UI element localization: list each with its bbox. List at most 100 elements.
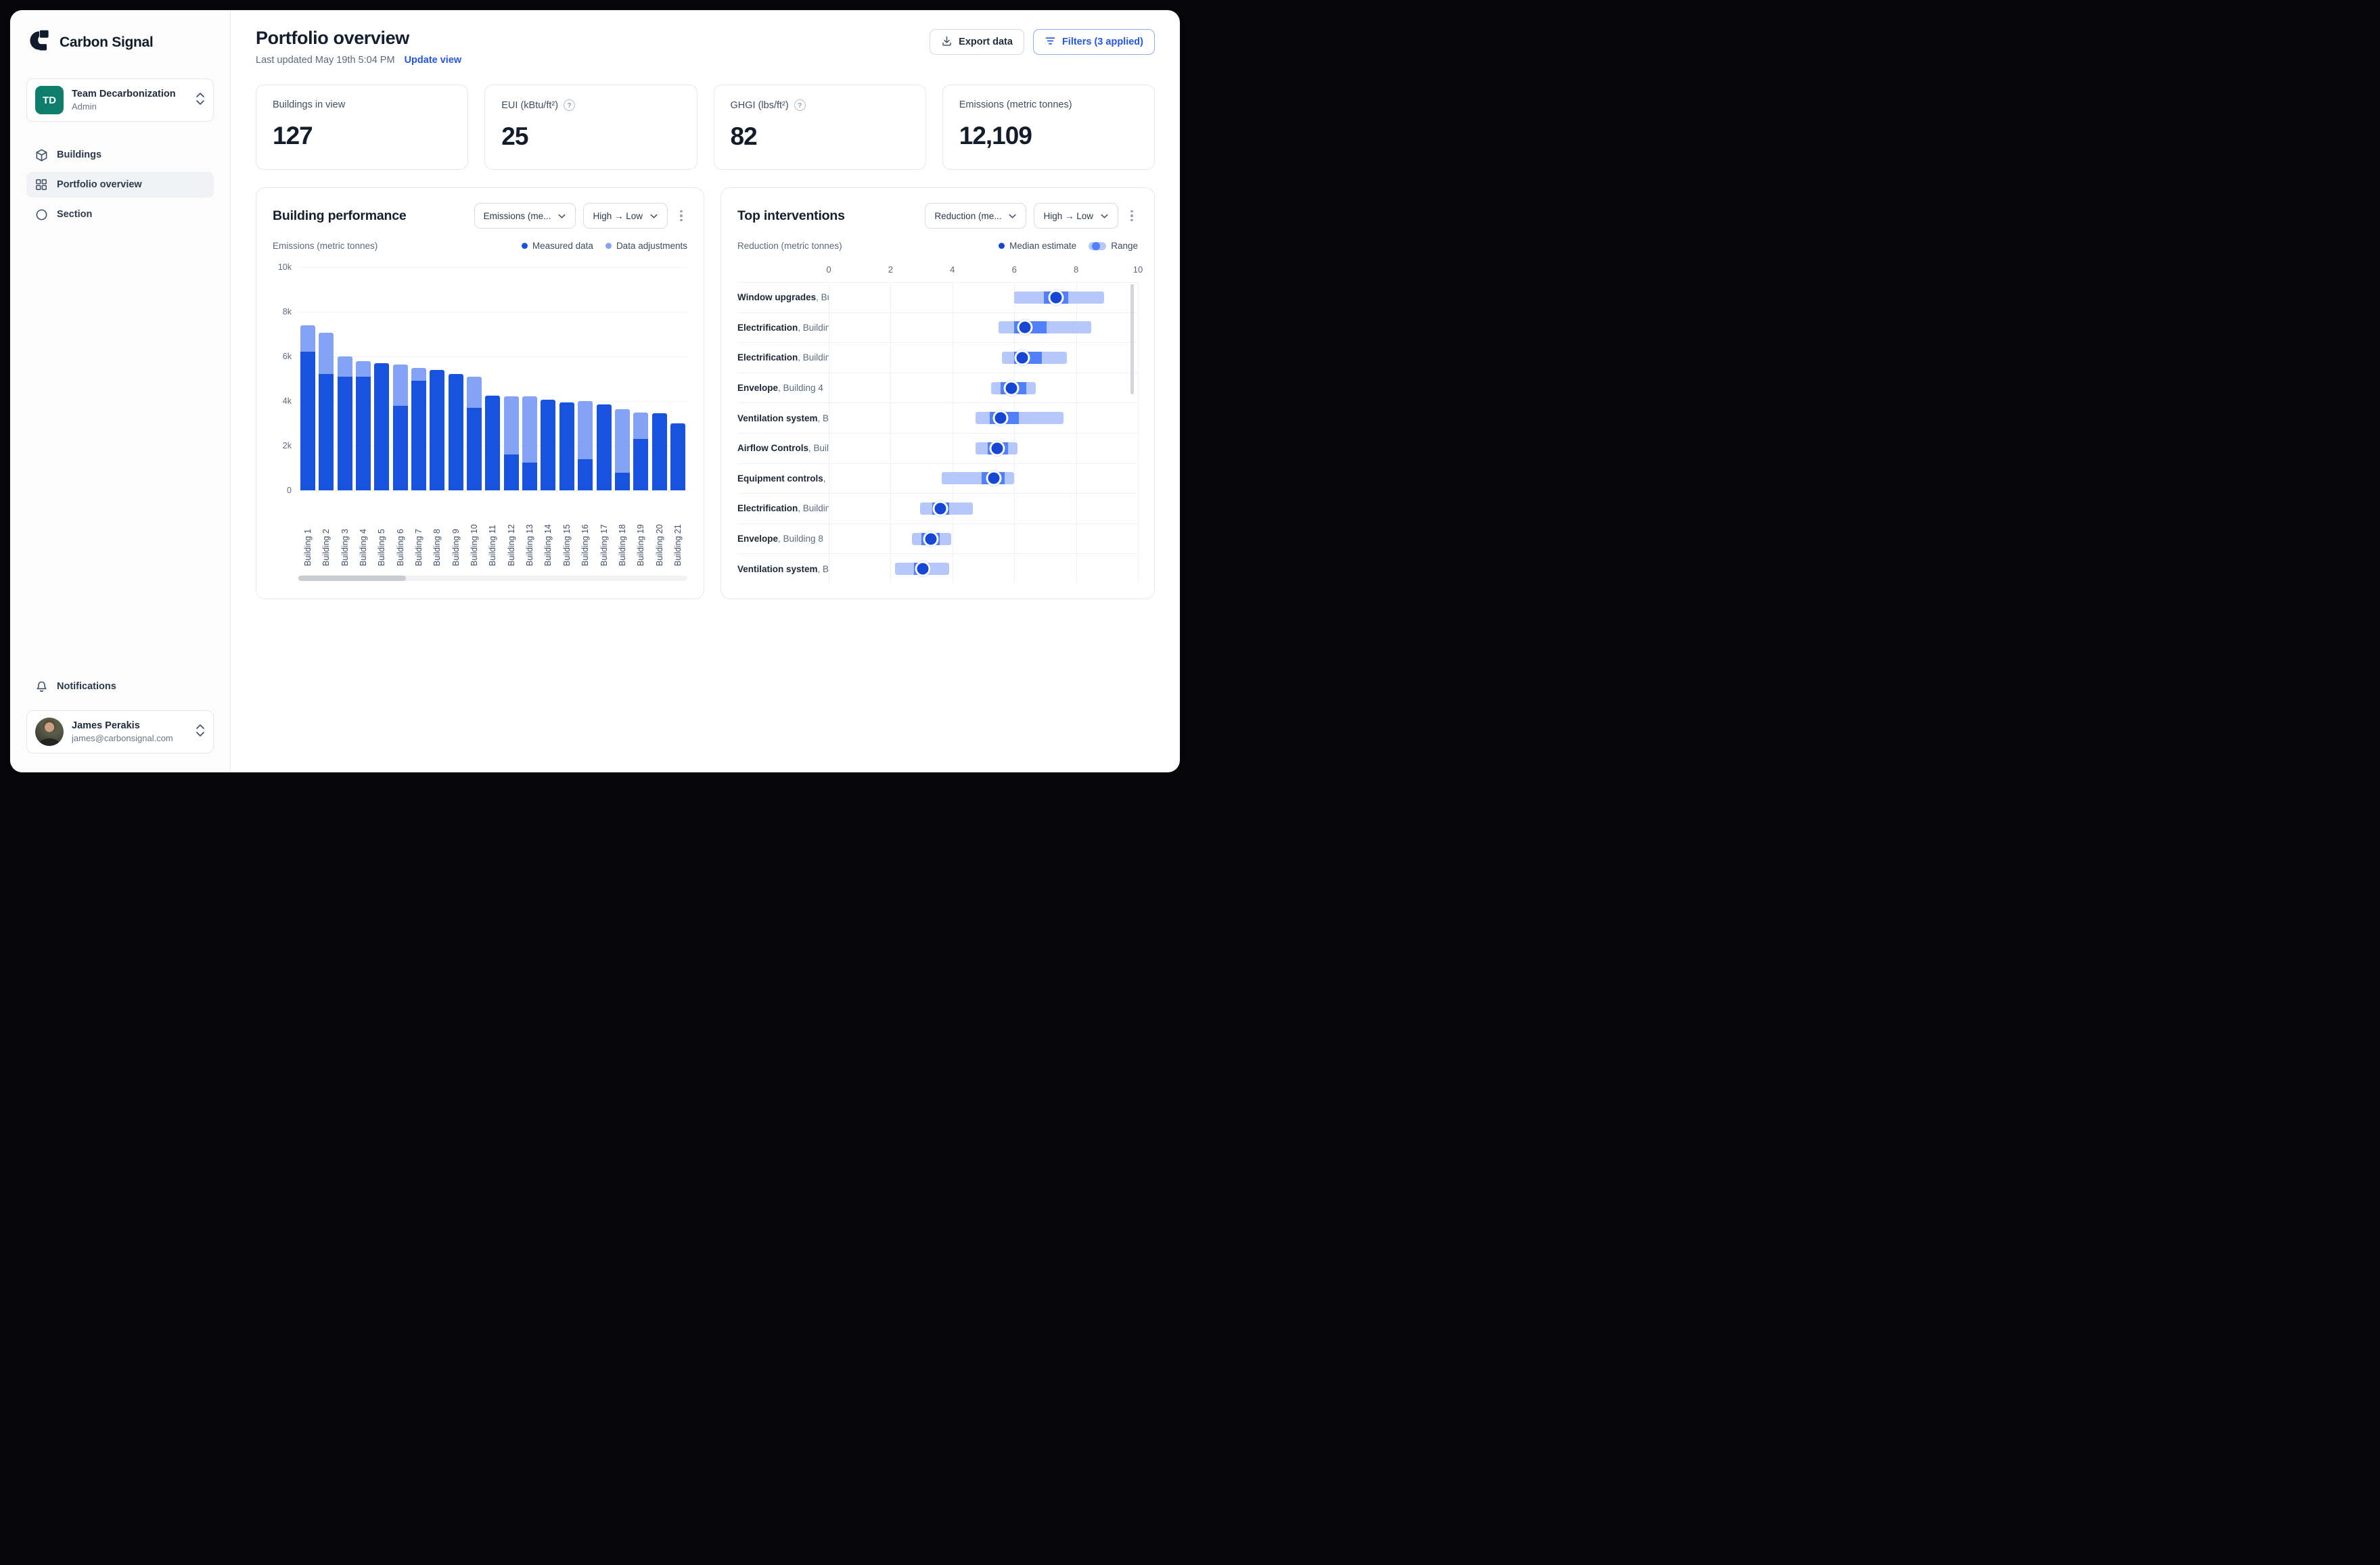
notifications-button[interactable]: Notifications <box>26 674 214 699</box>
filters-button[interactable]: Filters (3 applied) <box>1032 29 1155 55</box>
stat-label: EUI (kBtu/ft²) <box>501 99 559 111</box>
intervention-row[interactable]: Electrification, Buildin... <box>737 312 1138 343</box>
more-options-button[interactable] <box>675 208 687 225</box>
intervention-row[interactable]: Ventilation system, B... <box>737 553 1138 584</box>
measured-data-segment <box>356 376 371 490</box>
carbon-signal-logo-icon <box>28 29 51 55</box>
bar-building-10[interactable] <box>467 376 482 490</box>
sort-select[interactable]: High → Low <box>1034 203 1118 229</box>
download-icon <box>941 35 953 49</box>
sidebar-item-buildings[interactable]: Buildings <box>26 142 214 168</box>
bar-building-16[interactable] <box>578 401 593 490</box>
scrollbar-thumb[interactable] <box>298 576 407 581</box>
legend-median-estimate: Median estimate <box>999 241 1076 251</box>
data-adjustments-segment <box>522 396 538 463</box>
intervention-plot <box>829 373 1138 403</box>
intervention-row[interactable]: Ventilation system, Bu... <box>737 402 1138 433</box>
bar-building-11[interactable] <box>485 395 501 490</box>
bar-building-1[interactable] <box>300 325 315 490</box>
bar-building-9[interactable] <box>448 374 463 490</box>
measured-data-segment <box>430 369 445 490</box>
bar-building-17[interactable] <box>596 404 612 490</box>
bell-icon <box>35 680 48 693</box>
stat-value: 12,109 <box>959 122 1032 149</box>
measured-data-segment <box>448 374 463 490</box>
sidebar-item-label: Section <box>57 209 93 220</box>
sidebar-item-label: Buildings <box>57 149 102 160</box>
intervention-row[interactable]: Electrification, Buildin... <box>737 493 1138 523</box>
bar-building-3[interactable] <box>337 356 352 490</box>
intervention-plot <box>829 403 1138 433</box>
data-adjustments-segment <box>337 356 352 377</box>
median-dot <box>992 410 1009 426</box>
more-options-button[interactable] <box>1126 208 1138 225</box>
bar-building-14[interactable] <box>541 400 556 490</box>
measured-data-segment <box>651 413 667 490</box>
metric-select[interactable]: Emissions (me... <box>474 203 576 229</box>
sidebar-item-portfolio-overview[interactable]: Portfolio overview <box>26 172 214 197</box>
horizontal-scrollbar[interactable] <box>298 576 687 581</box>
brand: Carbon Signal <box>26 26 214 58</box>
bar-building-20[interactable] <box>651 413 667 490</box>
sidebar-item-section[interactable]: Section <box>26 202 214 227</box>
bar-building-18[interactable] <box>614 408 630 490</box>
x-axis-ticks: 0 2 4 6 8 10 <box>826 264 1143 278</box>
help-icon[interactable]: ? <box>794 99 806 111</box>
bar-building-12[interactable] <box>503 396 519 490</box>
intervention-row[interactable]: Equipment controls, B... <box>737 463 1138 494</box>
x-tick-label: Building 9 <box>451 529 461 566</box>
x-tick-label: Building 2 <box>321 529 331 566</box>
bar-building-4[interactable] <box>356 360 371 490</box>
measured-data-segment <box>541 400 556 490</box>
intervention-plot <box>829 343 1138 373</box>
x-tick-label: Building 10 <box>470 524 480 566</box>
intervention-label: Electrification, Buildin... <box>737 352 829 363</box>
median-dot <box>932 500 948 517</box>
user-menu[interactable]: James Perakis james@carbonsignal.com <box>26 710 214 753</box>
measured-data-segment <box>300 352 315 490</box>
bar-chart-plot <box>298 267 687 491</box>
bar-building-13[interactable] <box>522 396 538 490</box>
x-tick-label: Building 18 <box>617 524 627 566</box>
intervention-row[interactable]: Window upgrades, Bui... <box>737 282 1138 312</box>
intervention-row[interactable]: Electrification, Buildin... <box>737 342 1138 373</box>
x-tick-label: Building 8 <box>432 529 442 566</box>
bar-building-7[interactable] <box>411 367 427 490</box>
bar-building-15[interactable] <box>559 402 574 490</box>
x-tick-label: Building 19 <box>636 524 646 566</box>
bar-building-21[interactable] <box>670 423 685 490</box>
bar-building-19[interactable] <box>633 412 649 490</box>
bar-building-8[interactable] <box>430 369 445 490</box>
export-data-button[interactable]: Export data <box>930 29 1024 55</box>
update-view-link[interactable]: Update view <box>404 55 462 66</box>
measured-data-segment <box>374 363 390 490</box>
range-bar <box>1001 351 1067 364</box>
stat-cards: Buildings in view 127 EUI (kBtu/ft²)? 25… <box>256 85 1155 170</box>
stat-card-ghgi: GHGI (lbs/ft²)? 82 <box>713 85 926 170</box>
chevron-down-icon <box>1101 214 1108 218</box>
y-tick-label: 6k <box>282 352 292 361</box>
median-dot <box>1048 289 1064 306</box>
x-tick-label: Building 14 <box>543 524 553 566</box>
legend-item: Measured data <box>521 241 593 251</box>
help-icon[interactable]: ? <box>564 99 576 111</box>
bar-building-6[interactable] <box>392 364 408 490</box>
top-interventions-panel: Top interventions Reduction (me... High … <box>720 187 1155 599</box>
measured-data-segment <box>633 439 649 490</box>
user-name: James Perakis <box>72 720 140 731</box>
sort-select[interactable]: High → Low <box>583 203 668 229</box>
metric-select[interactable]: Reduction (me... <box>925 203 1027 229</box>
intervention-row[interactable]: Airflow Controls, Build... <box>737 432 1138 463</box>
intervention-row[interactable]: Envelope, Building 4 <box>737 372 1138 403</box>
data-adjustments-segment <box>392 364 408 406</box>
x-tick-label: 6 <box>1011 264 1017 275</box>
team-switcher[interactable]: TD Team Decarbonization Admin <box>26 78 214 122</box>
vertical-scrollbar[interactable] <box>1130 284 1134 394</box>
stat-value: 82 <box>730 122 758 150</box>
bar-building-5[interactable] <box>374 363 390 490</box>
range-bar <box>999 321 1092 334</box>
intervention-row[interactable]: Envelope, Building 8 <box>737 523 1138 554</box>
metric-select-value: Emissions (me... <box>483 210 551 221</box>
bar-building-2[interactable] <box>319 333 334 490</box>
panel-title: Top interventions <box>737 208 845 223</box>
